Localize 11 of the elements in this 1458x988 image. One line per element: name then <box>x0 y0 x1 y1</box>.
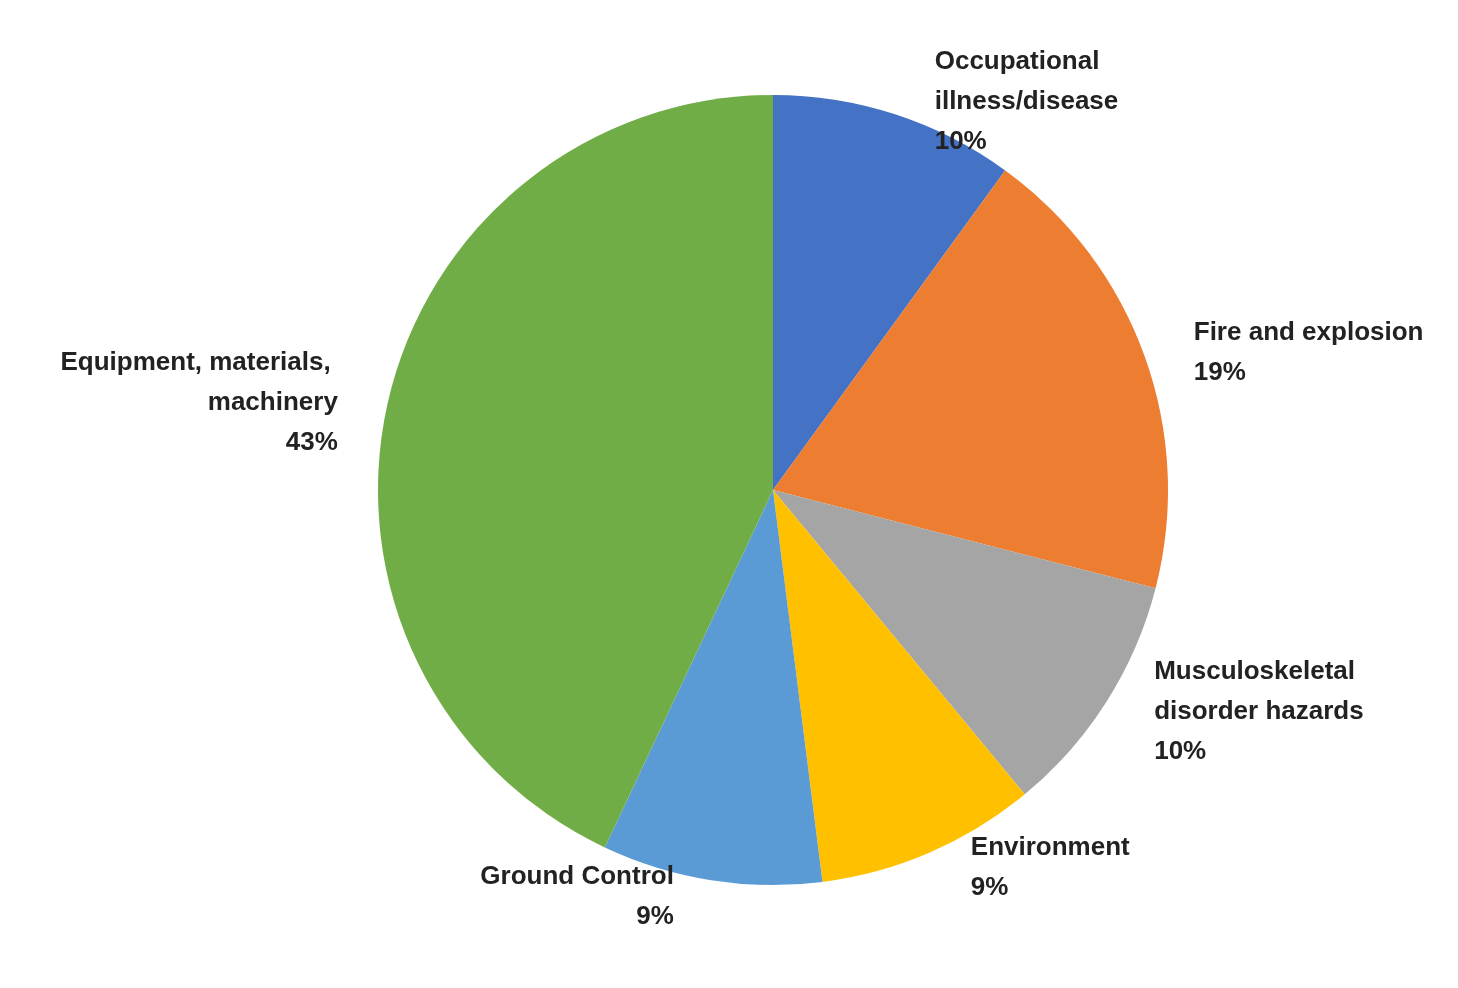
slice-label: Occupational illness/disease <box>934 45 1119 116</box>
slice-label: Fire and explosion <box>1193 316 1424 347</box>
data-label: 9% <box>636 899 674 930</box>
slice-label: Equipment, materials, machinery <box>60 345 339 416</box>
data-label: 19% <box>1193 356 1246 387</box>
slice-label: Environment <box>970 831 1131 862</box>
slice-label: Ground Control <box>480 859 674 890</box>
data-label: 10% <box>1154 734 1207 765</box>
data-label: 43% <box>285 425 338 456</box>
slice-label: Musculoskeletal disorder hazards <box>1154 654 1364 725</box>
data-label: 9% <box>970 871 1009 902</box>
